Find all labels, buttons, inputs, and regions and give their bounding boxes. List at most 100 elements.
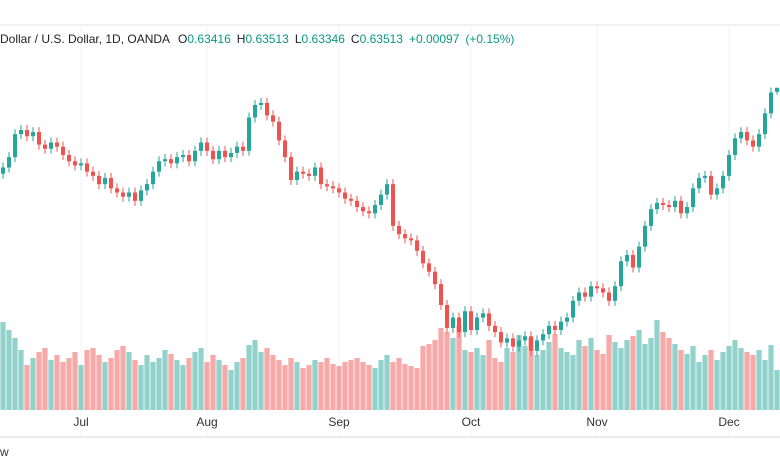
volume-bar	[774, 370, 780, 410]
ohlc-value: 0.63346	[301, 32, 345, 46]
candle-body	[415, 240, 419, 251]
candle-body	[175, 157, 179, 164]
candle-body	[709, 175, 713, 195]
volume-bar	[312, 360, 318, 410]
candle-body	[355, 200, 359, 208]
candle-body	[253, 105, 257, 118]
candle-body	[475, 317, 479, 330]
candle-body	[439, 284, 443, 305]
volume-bar	[12, 338, 18, 410]
ohlc-letter: H	[236, 32, 246, 46]
volume-bar	[24, 365, 30, 410]
volume-bar	[624, 340, 630, 410]
candle-body	[385, 184, 389, 195]
volume-bar	[0, 322, 6, 410]
candle-body	[85, 163, 89, 172]
candle-body	[19, 130, 23, 135]
price-pane	[1, 87, 779, 356]
ohlc-value: 0.63416	[187, 32, 231, 46]
volume-bar	[156, 358, 162, 410]
volume-bar	[276, 360, 282, 410]
volume-bar	[78, 365, 84, 410]
volume-bar	[114, 350, 120, 410]
volume-bar	[732, 340, 738, 410]
candle-body	[343, 192, 347, 199]
candle-body	[721, 175, 725, 189]
candle-body	[751, 140, 755, 147]
candle-body	[445, 305, 449, 328]
candle-body	[133, 192, 137, 201]
legend-header: Dollar / U.S. Dollar, 1D, OANDA O0.63416 H…	[0, 32, 520, 46]
volume-bar	[414, 368, 420, 410]
volume-bar	[576, 340, 582, 410]
volume-bar	[354, 358, 360, 410]
candle-body	[685, 207, 689, 214]
candle-body	[745, 132, 749, 141]
candle-body	[331, 186, 335, 189]
candle-body	[667, 205, 671, 208]
candle-body	[499, 332, 503, 343]
candle-body	[457, 317, 461, 333]
volume-bar	[186, 358, 192, 410]
x-tick-label: Nov	[586, 415, 607, 429]
candle-body	[619, 261, 623, 287]
volume-bar	[264, 348, 270, 410]
candle-body	[235, 146, 239, 153]
candle-body	[391, 184, 395, 226]
volume-bar	[660, 332, 666, 410]
candle-body	[61, 146, 65, 155]
candle-body	[625, 255, 629, 262]
volume-bar	[522, 346, 528, 410]
candle-body	[205, 142, 209, 151]
candle-body	[547, 325, 551, 335]
volume-bar	[318, 362, 324, 410]
candle-body	[397, 225, 401, 235]
volume-bar	[180, 365, 186, 410]
candle-body	[247, 117, 251, 151]
volume-bar	[228, 370, 234, 410]
volume-bar	[396, 358, 402, 410]
volume-bar	[684, 354, 690, 410]
candle-body	[13, 134, 17, 158]
candle-body	[469, 311, 473, 330]
volume-bar	[654, 320, 660, 410]
candle-body	[7, 157, 11, 168]
candle-body	[487, 313, 491, 326]
volume-bar	[234, 362, 240, 410]
candle-body	[145, 184, 149, 191]
candle-body	[703, 175, 707, 178]
candle-body	[613, 286, 617, 301]
volume-bar	[138, 365, 144, 410]
volume-bar	[282, 365, 288, 410]
symbol-title: Dollar / U.S. Dollar, 1D, OANDA	[0, 32, 171, 46]
volume-bar	[378, 360, 384, 410]
candle-body	[25, 130, 29, 137]
candle-body	[73, 161, 77, 166]
ohlc-value: 0.63513	[359, 32, 403, 46]
volume-bar	[588, 338, 594, 410]
volume-bar	[540, 350, 546, 410]
candle-body	[607, 292, 611, 301]
volume-bar	[426, 344, 432, 410]
volume-bar	[390, 362, 396, 410]
candle-body	[661, 202, 665, 205]
candle-body	[409, 238, 413, 241]
x-tick-label: Aug	[196, 415, 217, 429]
volume-bar	[132, 360, 138, 410]
volume-bar	[60, 362, 66, 410]
volume-bar	[438, 328, 444, 410]
volume-bar	[336, 366, 342, 410]
volume-bar	[54, 355, 60, 410]
candle-body	[223, 150, 227, 158]
volume-bar	[690, 346, 696, 410]
candle-body	[151, 171, 155, 185]
candle-body	[421, 250, 425, 264]
volume-bar	[756, 350, 762, 410]
volume-pane	[0, 320, 780, 410]
volume-bar	[408, 366, 414, 410]
volume-bar	[360, 362, 366, 410]
candle-body	[229, 152, 233, 158]
volume-bar	[366, 365, 372, 410]
footer: w	[0, 445, 9, 459]
